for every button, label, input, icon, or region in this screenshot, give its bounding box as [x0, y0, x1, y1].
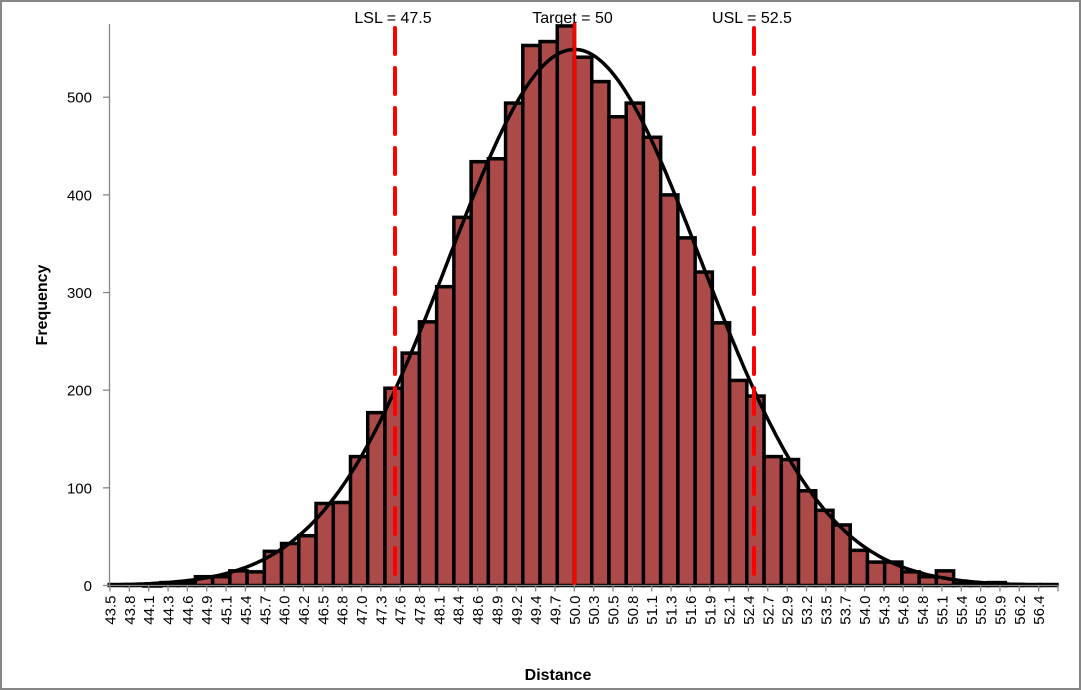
x-tick-label: 54.0: [857, 596, 874, 625]
x-tick-label: 47.0: [354, 596, 371, 625]
histogram-bar: [676, 236, 697, 588]
histogram-bar: [813, 508, 835, 588]
x-tick-label: 51.6: [683, 596, 700, 625]
x-tick-label: 45.7: [257, 596, 274, 625]
histogram-bar: [900, 570, 921, 588]
x-tick-label: 52.1: [722, 596, 739, 625]
histogram-bar: [503, 101, 525, 588]
x-tick-label: 50.0: [567, 596, 584, 625]
x-tick-label: 47.6: [393, 596, 410, 625]
x-tick-label: 43.8: [122, 596, 139, 625]
histogram-bar: [348, 454, 370, 588]
histogram-bar: [555, 24, 577, 588]
x-tick-label: 53.2: [799, 596, 816, 625]
x-tick-label: 55.9: [992, 596, 1009, 625]
x-tick-label: 47.8: [412, 596, 429, 625]
histogram-bar: [572, 55, 594, 588]
reference-label: LSL = 47.5: [354, 10, 431, 27]
x-tick-label: 45.1: [219, 596, 236, 625]
histogram-bar: [693, 270, 715, 588]
histogram-bar: [624, 101, 646, 588]
x-tick-label: 49.7: [547, 596, 564, 625]
x-tick-label: 46.2: [296, 596, 313, 625]
histogram-bar: [297, 533, 318, 588]
y-axis-title: Frequency: [34, 264, 51, 345]
histogram-bar: [796, 489, 818, 588]
x-tick-label: 51.3: [664, 596, 681, 625]
histogram-bar: [865, 560, 887, 588]
x-tick-label: 49.4: [528, 596, 545, 625]
x-tick-label: 43.5: [103, 596, 120, 625]
histogram-bar: [452, 215, 473, 588]
reference-label: Target = 50: [532, 10, 613, 27]
histogram-bar: [331, 500, 353, 588]
y-tick-label: 400: [67, 187, 92, 204]
x-tick-label: 56.4: [1031, 596, 1048, 625]
x-tick-label: 47.3: [373, 596, 390, 625]
y-tick-label: 500: [67, 90, 92, 107]
x-tick-label: 46.8: [335, 596, 352, 625]
histogram-bar: [779, 457, 801, 588]
x-tick-label: 51.9: [702, 596, 719, 625]
histogram-bar: [848, 548, 870, 588]
histogram-bar: [710, 321, 732, 588]
histogram-bar: [486, 157, 508, 588]
y-tick-label: 300: [67, 285, 92, 302]
histogram-bar: [400, 351, 422, 588]
histogram-bar: [607, 115, 628, 588]
x-tick-label: 46.5: [315, 596, 332, 625]
x-tick-label: 52.4: [741, 596, 758, 625]
x-tick-label: 53.5: [818, 596, 835, 625]
x-tick-label: 46.0: [277, 596, 294, 625]
histogram-bar: [434, 284, 456, 588]
y-tick-label: 100: [67, 480, 92, 497]
histogram-bar: [279, 541, 301, 588]
x-tick-label: 45.4: [238, 596, 255, 625]
x-tick-label: 48.6: [470, 596, 487, 625]
axes: 0 100 200 300 400 500 43.5 43.8 44.1 44.3 44.6 44.9…: [67, 24, 1059, 625]
histogram-bar: [641, 135, 663, 588]
x-tick-label: 52.9: [780, 596, 797, 625]
x-axis-title: Distance: [525, 667, 592, 684]
histogram-bar: [245, 570, 267, 588]
normal-fit-curve: [109, 47, 1057, 587]
x-tick-label: 54.6: [896, 596, 913, 625]
x-tick-label: 54.3: [876, 596, 893, 625]
x-tick-label: 50.5: [606, 596, 623, 625]
x-tick-label: 44.3: [161, 596, 178, 625]
x-tick-label: 48.4: [451, 596, 468, 625]
histogram-bar: [538, 39, 560, 588]
x-tick-label: 55.1: [934, 596, 951, 625]
histogram-bar: [658, 193, 680, 588]
histogram-bar: [917, 574, 939, 588]
reference-lines: LSL = 47.5 Target = 50 USL = 52.5: [354, 10, 792, 588]
x-tick-label: 44.6: [180, 596, 197, 625]
reference-label: USL = 52.5: [712, 10, 792, 27]
histogram-bar: [589, 79, 611, 588]
histogram-bar: [762, 454, 784, 588]
histogram-bar: [469, 159, 491, 588]
x-tick-label: 53.7: [838, 596, 855, 625]
x-tick-label: 48.9: [489, 596, 506, 625]
x-tick-label: 44.1: [141, 596, 158, 625]
histogram-bar: [521, 43, 542, 588]
x-tick-label: 51.1: [644, 596, 661, 625]
x-tick-label: 52.7: [760, 596, 777, 625]
x-tick-label: 49.2: [509, 596, 526, 625]
x-tick-label: 56.2: [1012, 596, 1029, 625]
histogram-bar: [417, 320, 439, 588]
x-tick-label: 50.3: [586, 596, 603, 625]
histogram-bar: [210, 574, 232, 588]
histogram-bar: [727, 378, 749, 588]
x-tick-label: 50.8: [625, 596, 642, 625]
y-tick-label: 200: [67, 383, 92, 400]
x-tick-label: 55.4: [954, 596, 971, 625]
x-tick-label: 44.9: [199, 596, 216, 625]
x-tick-label: 55.6: [973, 596, 990, 625]
y-tick-label: 0: [84, 578, 92, 595]
x-tick-label: 54.8: [915, 596, 932, 625]
x-tick-label: 48.1: [431, 596, 448, 625]
